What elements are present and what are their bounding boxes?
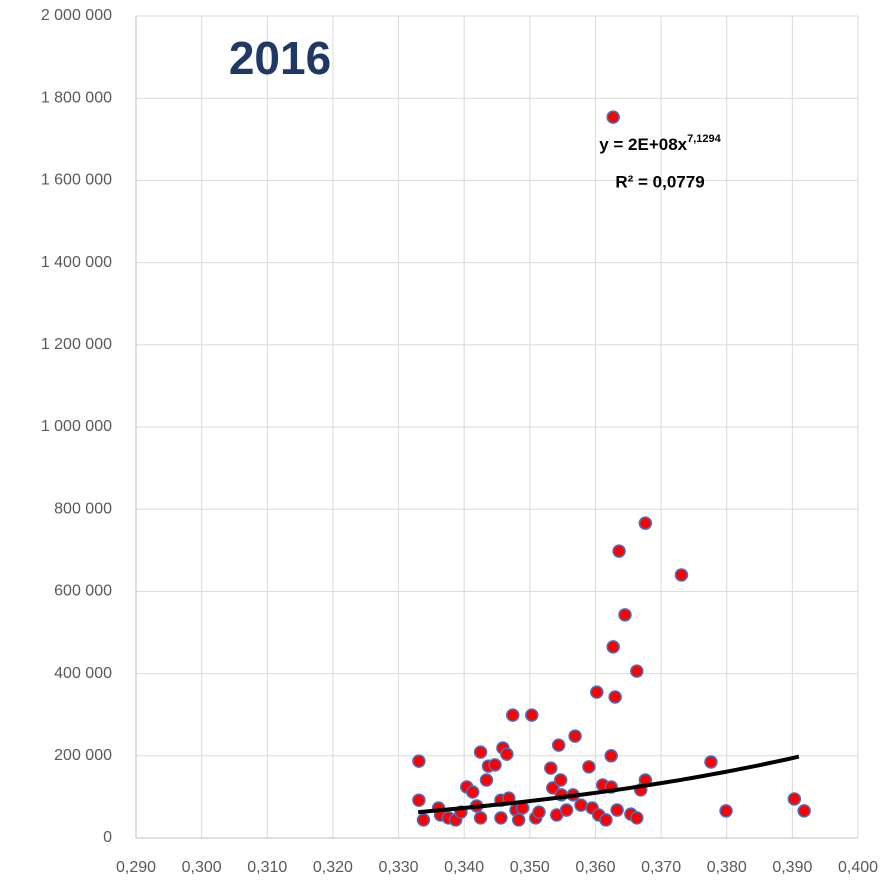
x-tick-label: 0,320	[313, 859, 353, 876]
equation: y = 2E+08x	[599, 135, 687, 154]
point	[473, 745, 488, 759]
point	[606, 640, 620, 654]
x-tick-label: 0,380	[707, 859, 747, 876]
point	[479, 773, 494, 787]
x-tick-label: 0,370	[641, 859, 681, 876]
point	[465, 785, 480, 799]
point	[618, 608, 632, 622]
point	[674, 568, 689, 582]
x-tick-label: 0,390	[772, 859, 812, 876]
trend-equation: y = 2E+08x7,1294	[599, 133, 721, 155]
point	[551, 738, 566, 752]
point	[608, 690, 622, 704]
y-tick-label: 1 800 000	[41, 89, 112, 106]
exponent: 7,1294	[687, 133, 722, 145]
point	[599, 813, 613, 827]
point	[582, 760, 596, 774]
r-squared: R² = 0,0779	[615, 172, 704, 191]
point	[630, 811, 644, 825]
point	[412, 793, 426, 807]
x-tick-label: 0,300	[182, 859, 222, 876]
x-tick-label: 0,340	[444, 859, 484, 876]
x-tick-label: 0,330	[379, 859, 419, 876]
chart-title: 2016	[229, 32, 331, 84]
point	[488, 758, 502, 772]
x-tick-label: 0,400	[838, 859, 878, 876]
point	[553, 773, 568, 787]
x-tick-label: 0,360	[575, 859, 615, 876]
y-tick-label: 1 200 000	[41, 336, 112, 353]
point	[506, 708, 520, 722]
point	[416, 813, 431, 827]
point	[500, 747, 514, 761]
y-tick-label: 1 400 000	[41, 254, 112, 271]
point	[559, 803, 574, 817]
point	[568, 729, 582, 743]
point	[494, 811, 508, 825]
y-tick-label: 400 000	[54, 665, 112, 682]
point	[546, 781, 560, 795]
point	[532, 805, 546, 819]
y-tick-label: 2 000 000	[41, 7, 112, 24]
y-tick-label: 1 600 000	[41, 172, 112, 189]
point	[525, 708, 539, 722]
point	[638, 516, 653, 530]
point	[412, 754, 426, 768]
point	[719, 804, 733, 818]
point	[606, 110, 620, 124]
point	[612, 544, 626, 558]
point	[630, 664, 644, 678]
y-tick-label: 1 000 000	[41, 418, 112, 435]
x-tick-label: 0,310	[247, 859, 287, 876]
point	[797, 804, 811, 818]
point	[704, 755, 718, 769]
y-tick-label: 200 000	[54, 747, 112, 764]
x-tick-label: 0,350	[510, 859, 550, 876]
point	[590, 685, 604, 699]
point	[574, 798, 588, 812]
point	[544, 761, 558, 775]
point	[511, 813, 526, 827]
x-tick-label: 0,290	[116, 859, 156, 876]
y-tick-label: 600 000	[54, 583, 112, 600]
y-tick-label: 800 000	[54, 500, 112, 517]
trendline	[418, 754, 800, 815]
point	[610, 803, 624, 817]
point	[473, 811, 488, 825]
point	[604, 749, 618, 763]
y-tick-label: 0	[103, 829, 112, 846]
point	[787, 792, 802, 806]
